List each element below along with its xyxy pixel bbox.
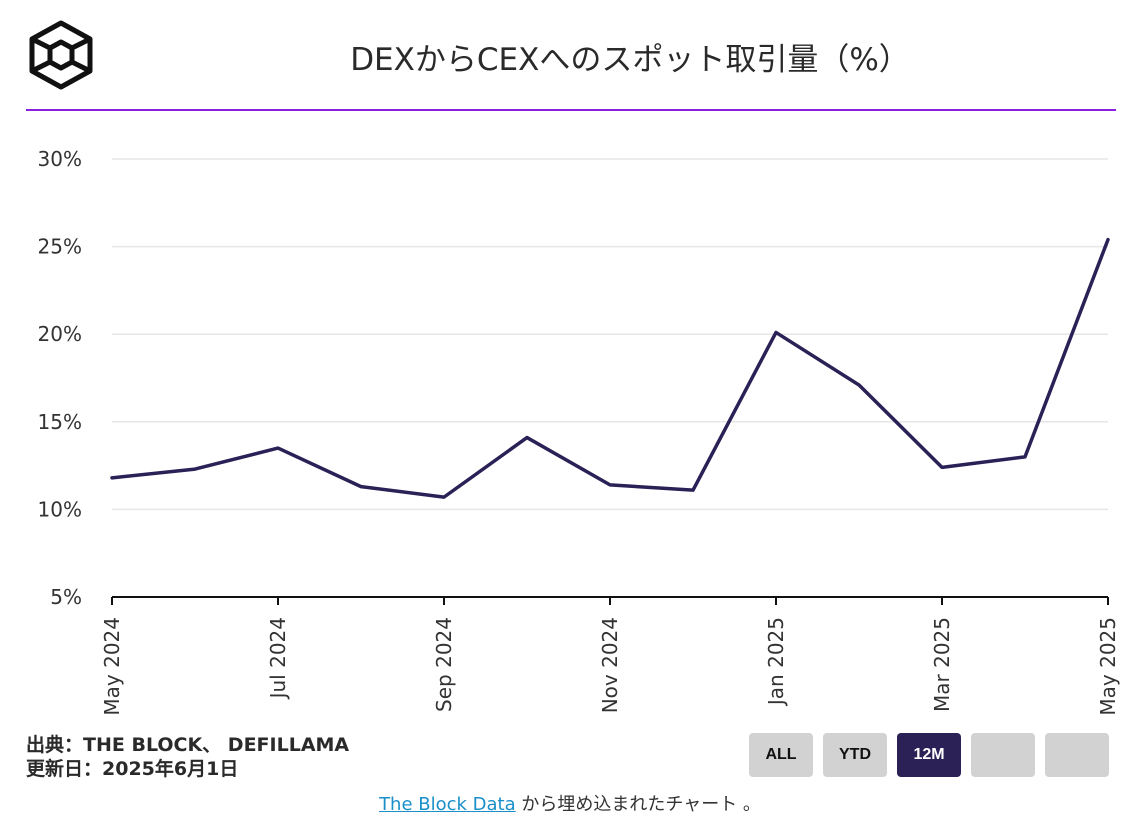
- x-tick-label: May 2024: [100, 617, 124, 716]
- the-block-data-link[interactable]: The Block Data: [379, 794, 516, 815]
- embed-footer: The Block Data から埋め込まれたチャート 。: [0, 790, 1140, 816]
- y-tick-label: 25%: [38, 235, 82, 259]
- x-tick-label: Jul 2024: [266, 617, 290, 700]
- range-button-12m[interactable]: 12M: [897, 733, 961, 777]
- y-tick-label: 30%: [38, 147, 82, 171]
- x-tick-label: Sep 2024: [432, 617, 456, 712]
- y-tick-label: 10%: [38, 497, 82, 521]
- source-info: 出典：THE BLOCK、 DEFILLAMA 更新日：2025年6月1日: [26, 733, 349, 781]
- range-button-blank-2[interactable]: [1045, 733, 1109, 777]
- source-line: 出典：THE BLOCK、 DEFILLAMA: [26, 734, 350, 756]
- chart-title: DEXからCEXへのスポット取引量（%）: [350, 42, 910, 78]
- x-tick-label: Nov 2024: [598, 617, 622, 713]
- x-tick-label: Jan 2025: [764, 617, 788, 707]
- y-tick-label: 5%: [50, 585, 82, 609]
- title-divider: [26, 109, 1116, 111]
- x-tick-label: May 2025: [1096, 617, 1120, 716]
- x-tick-label: Mar 2025: [930, 617, 954, 712]
- series-line: [110, 237, 1110, 499]
- range-button-blank-1[interactable]: [971, 733, 1035, 777]
- the-block-logo-icon: [29, 20, 93, 90]
- range-button-all[interactable]: ALL: [749, 733, 813, 777]
- updated-date: 更新日：2025年6月1日: [26, 758, 239, 780]
- y-tick-label: 15%: [38, 410, 82, 434]
- embed-footer-text: から埋め込まれたチャート 。: [515, 794, 761, 815]
- range-button-ytd[interactable]: YTD: [823, 733, 887, 777]
- y-tick-label: 20%: [38, 322, 82, 346]
